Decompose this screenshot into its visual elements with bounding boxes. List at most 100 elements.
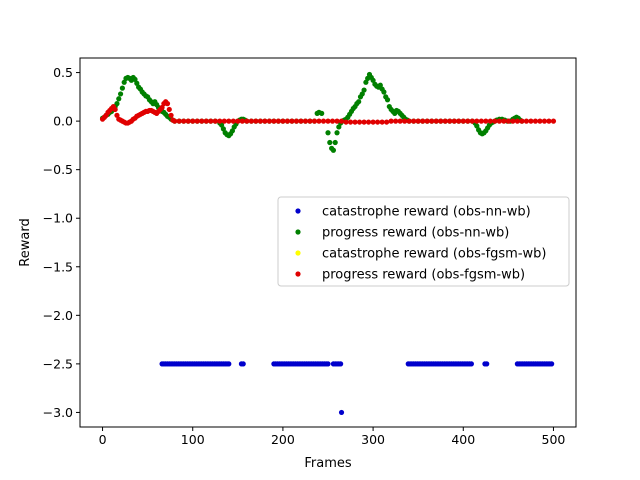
data-point xyxy=(338,409,345,416)
data-point xyxy=(329,118,336,124)
legend-label: progress reward (obs-fgsm-wb) xyxy=(322,268,525,283)
y-tick-label: −0.5 xyxy=(43,162,73,177)
data-point xyxy=(411,118,417,124)
x-tick-label: 500 xyxy=(542,432,566,447)
data-point xyxy=(532,118,539,124)
data-point xyxy=(402,118,408,124)
data-point xyxy=(203,118,209,124)
legend-entry: progress reward (obs-fgsm-wb) xyxy=(295,268,525,283)
data-point xyxy=(116,96,122,102)
y-tick-label: −1.0 xyxy=(43,211,73,226)
data-point xyxy=(176,118,182,124)
data-point xyxy=(134,80,140,86)
data-point xyxy=(194,118,200,124)
data-point xyxy=(330,147,337,153)
x-axis: 0 100 200 300 400 500 xyxy=(99,427,566,447)
data-point xyxy=(359,91,365,97)
data-point xyxy=(510,118,516,124)
x-tick-label: 0 xyxy=(99,432,107,447)
legend-marker xyxy=(295,271,301,277)
data-point xyxy=(325,361,331,367)
data-point xyxy=(230,118,236,124)
data-point xyxy=(420,118,426,124)
data-point xyxy=(465,118,471,124)
data-point xyxy=(505,118,511,124)
plot-frame xyxy=(79,57,577,428)
data-point xyxy=(293,118,300,124)
series-3-points xyxy=(99,99,557,126)
legend-label: progress reward (obs-nn-wb) xyxy=(322,226,509,241)
data-point xyxy=(132,76,138,82)
data-point xyxy=(164,101,171,107)
data-point xyxy=(363,79,369,85)
data-point xyxy=(370,77,376,83)
data-point xyxy=(546,118,552,124)
data-point xyxy=(168,112,174,118)
legend-marker xyxy=(295,250,301,256)
legend-marker xyxy=(295,208,301,214)
legend: catastrophe reward (obs-nn-wb) progress r… xyxy=(277,196,570,287)
y-tick-label: −3.0 xyxy=(43,405,73,420)
data-point xyxy=(492,118,498,124)
data-points xyxy=(99,71,557,416)
data-point xyxy=(275,118,281,124)
data-point xyxy=(487,118,493,124)
data-point xyxy=(528,118,534,124)
data-point xyxy=(212,118,218,124)
data-point xyxy=(332,139,338,146)
x-tick-label: 200 xyxy=(271,432,295,447)
data-point xyxy=(325,118,331,124)
data-point xyxy=(523,118,530,124)
legend-box xyxy=(277,196,570,287)
data-point xyxy=(248,118,254,124)
data-point xyxy=(393,118,399,124)
data-point xyxy=(316,118,322,124)
data-point xyxy=(334,118,340,124)
data-point xyxy=(185,118,191,124)
data-point xyxy=(271,118,277,124)
data-point xyxy=(172,118,178,124)
data-point xyxy=(365,119,372,125)
data-point xyxy=(460,118,466,124)
data-point xyxy=(514,118,520,124)
data-point xyxy=(284,118,291,124)
data-point xyxy=(262,118,268,124)
data-point xyxy=(159,104,165,111)
data-point xyxy=(311,118,318,124)
data-point xyxy=(381,89,387,95)
y-axis-label: Reward xyxy=(18,218,33,266)
data-point xyxy=(379,119,385,125)
data-point xyxy=(327,139,333,146)
data-point xyxy=(429,118,435,124)
data-point xyxy=(244,118,250,124)
data-point xyxy=(474,118,480,124)
data-point xyxy=(302,118,309,124)
data-point xyxy=(181,118,187,124)
data-point xyxy=(433,118,439,124)
data-point xyxy=(266,118,272,124)
data-point xyxy=(478,118,484,124)
data-point xyxy=(121,79,127,85)
x-tick-label: 300 xyxy=(361,432,385,447)
data-point xyxy=(217,118,223,124)
data-point xyxy=(356,99,362,105)
data-point xyxy=(438,118,444,124)
x-tick-label: 400 xyxy=(451,432,475,447)
data-point xyxy=(550,118,557,124)
data-point xyxy=(424,118,430,124)
data-point xyxy=(469,118,475,124)
data-point xyxy=(119,85,125,91)
data-point xyxy=(218,122,225,128)
data-point xyxy=(356,119,363,125)
data-point xyxy=(208,118,214,124)
data-point xyxy=(229,128,236,134)
data-point xyxy=(298,118,304,124)
legend-entry: catastrophe reward (obs-fgsm-wb) xyxy=(295,247,547,262)
data-point xyxy=(370,119,376,125)
data-point xyxy=(397,118,403,124)
data-point xyxy=(319,110,325,116)
data-point xyxy=(199,118,205,124)
data-point xyxy=(307,118,313,124)
data-point xyxy=(406,118,412,124)
data-point xyxy=(468,361,474,367)
